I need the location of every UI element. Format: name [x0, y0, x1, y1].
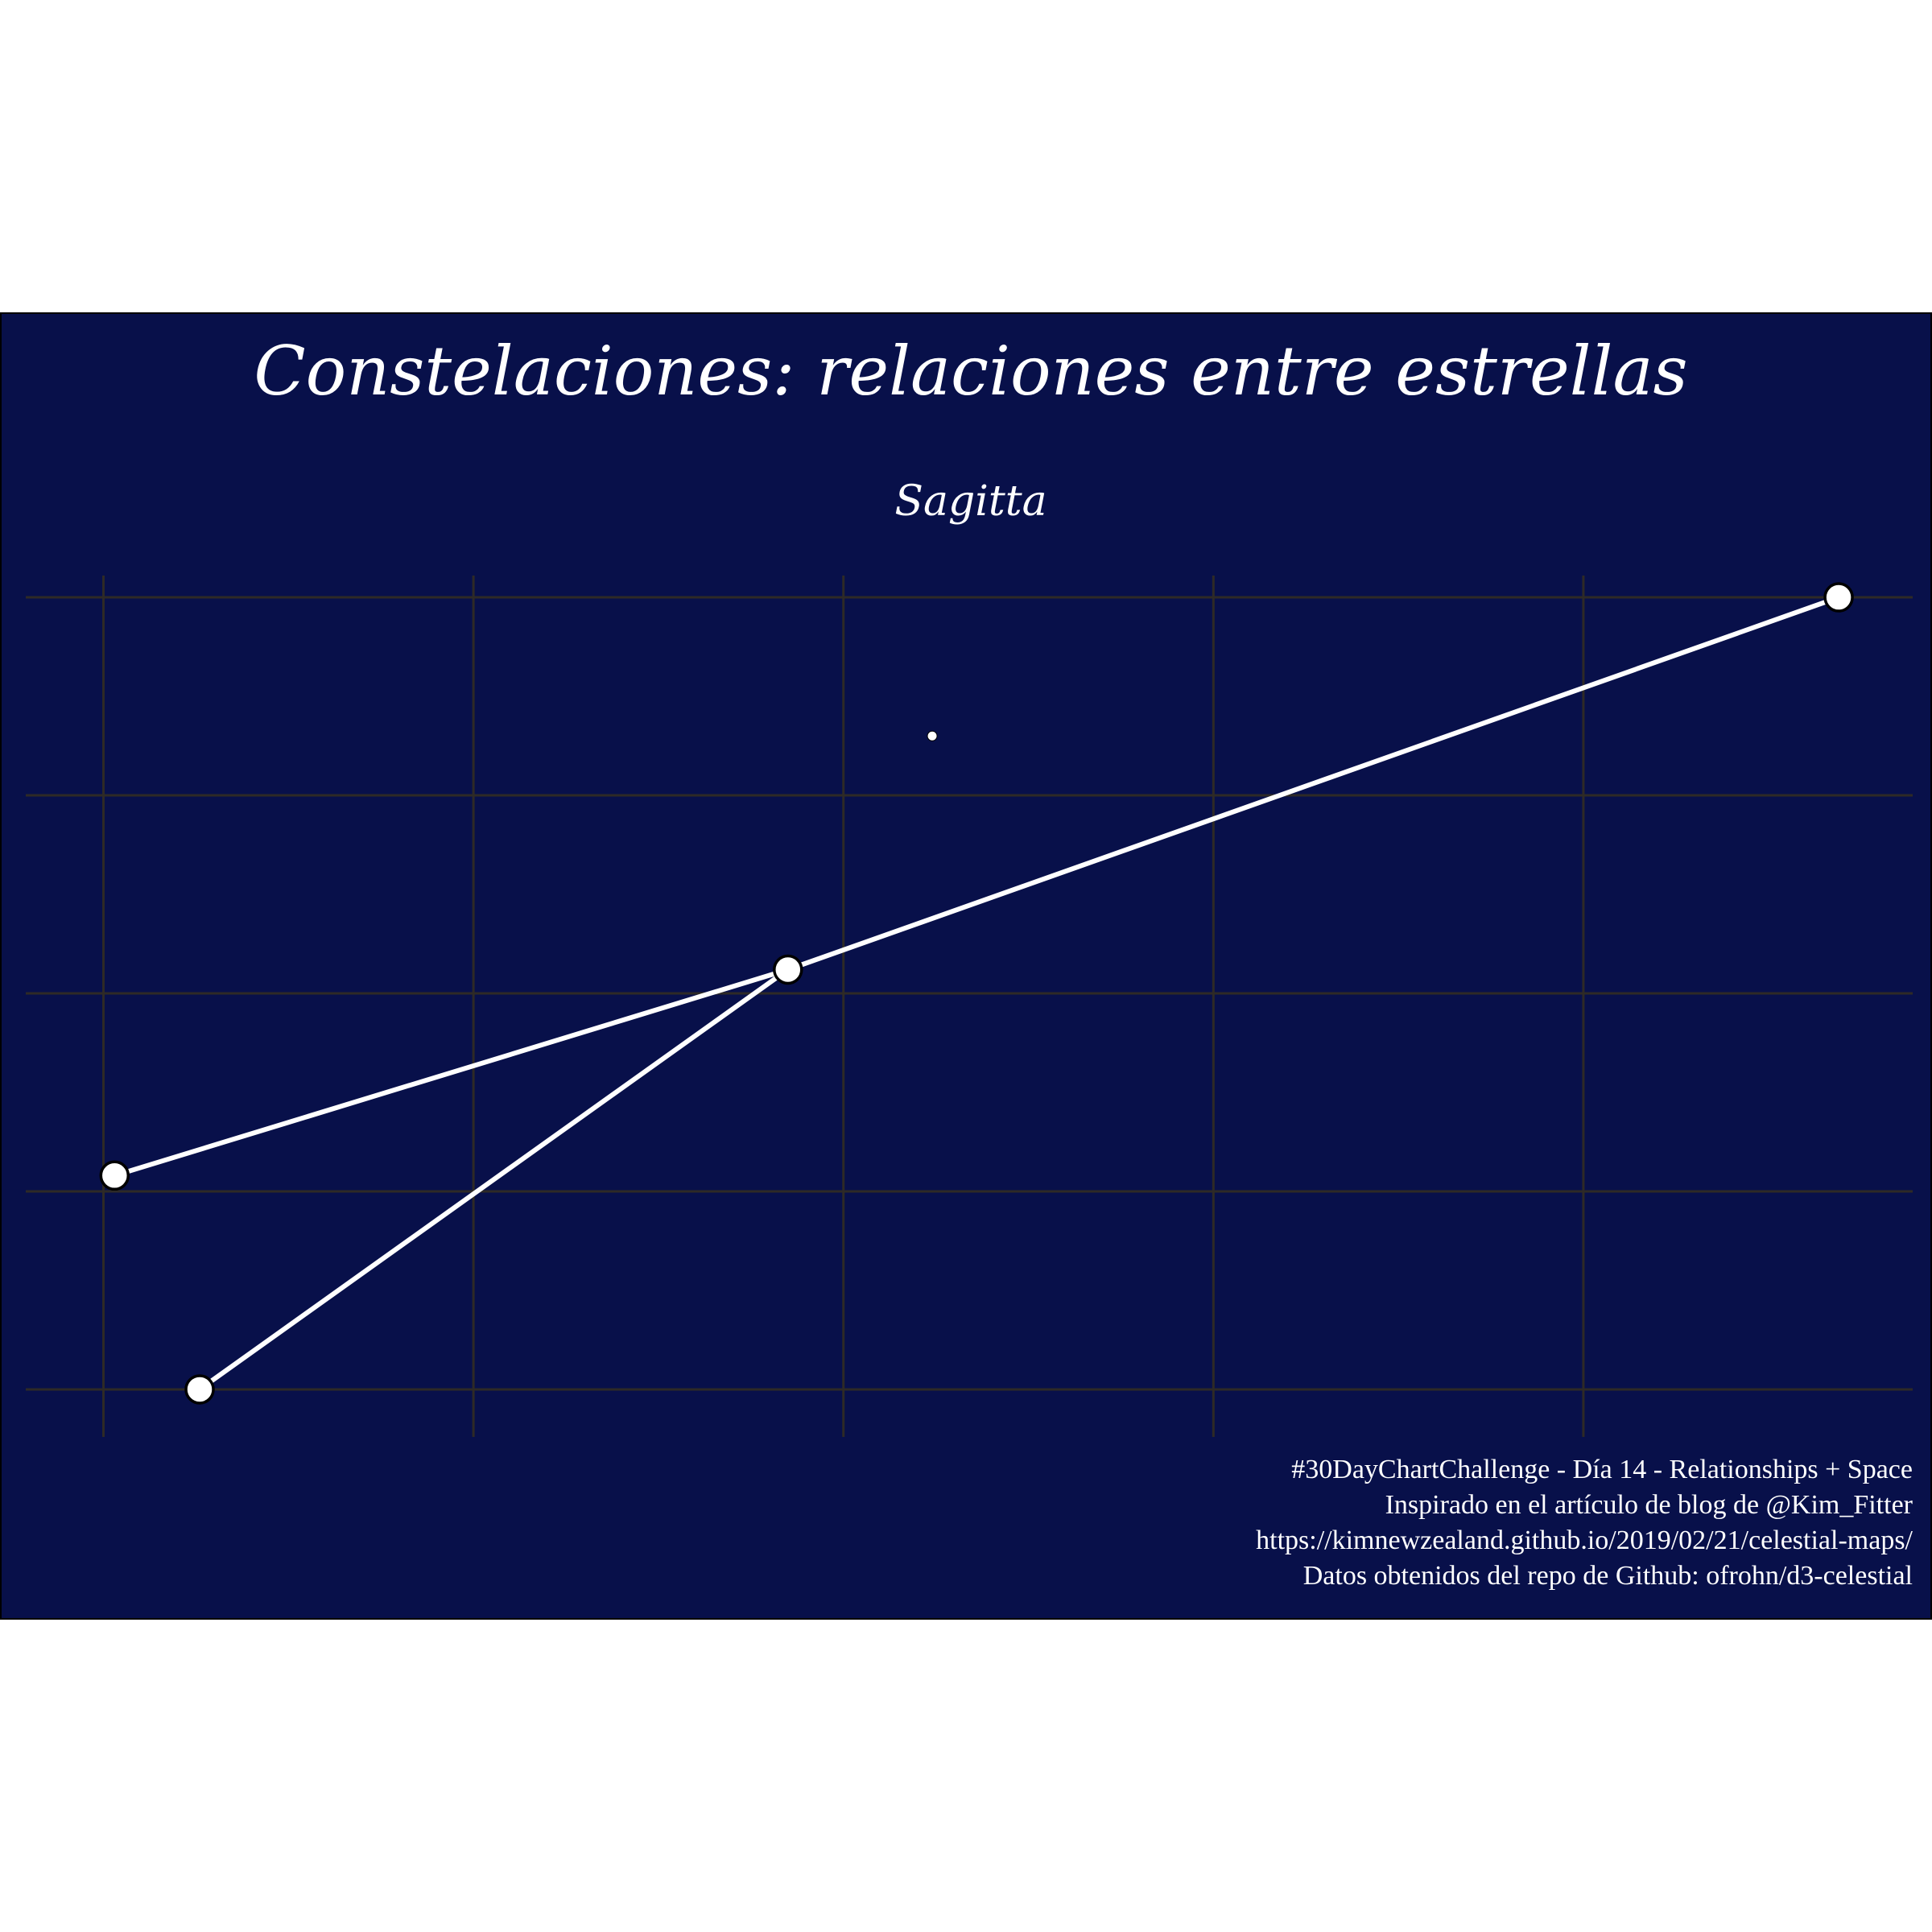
grid-layer: [26, 576, 1913, 1437]
constellation-line-0: [112, 595, 1842, 1179]
chart-title: Constelaciones: relaciones entre estrell…: [254, 332, 1687, 411]
caption-line-2: Inspirado en el artículo de blog de @Kim…: [1385, 1490, 1913, 1520]
star-point-1: [99, 1160, 130, 1191]
star-layer: [99, 582, 1854, 1405]
caption-line-1: #30DayChartChallenge - Día 14 - Relation…: [1291, 1455, 1913, 1484]
star-point-4: [927, 730, 938, 741]
chart-subtitle: Sagitta: [894, 477, 1046, 526]
star-point-0: [184, 1374, 215, 1405]
chart-panel: Constelaciones: relaciones entre estrell…: [0, 312, 1932, 1620]
caption-line-4: Datos obtenidos del repo de Github: ofro…: [1303, 1561, 1913, 1591]
caption-line-3: https://kimnewzealand.github.io/2019/02/…: [1256, 1525, 1913, 1555]
star-point-2: [773, 954, 803, 985]
constellation-chart: Constelaciones: relaciones entre estrell…: [26, 332, 1913, 1591]
constellation-line-1: [197, 967, 791, 1392]
star-point-3: [1823, 582, 1854, 613]
